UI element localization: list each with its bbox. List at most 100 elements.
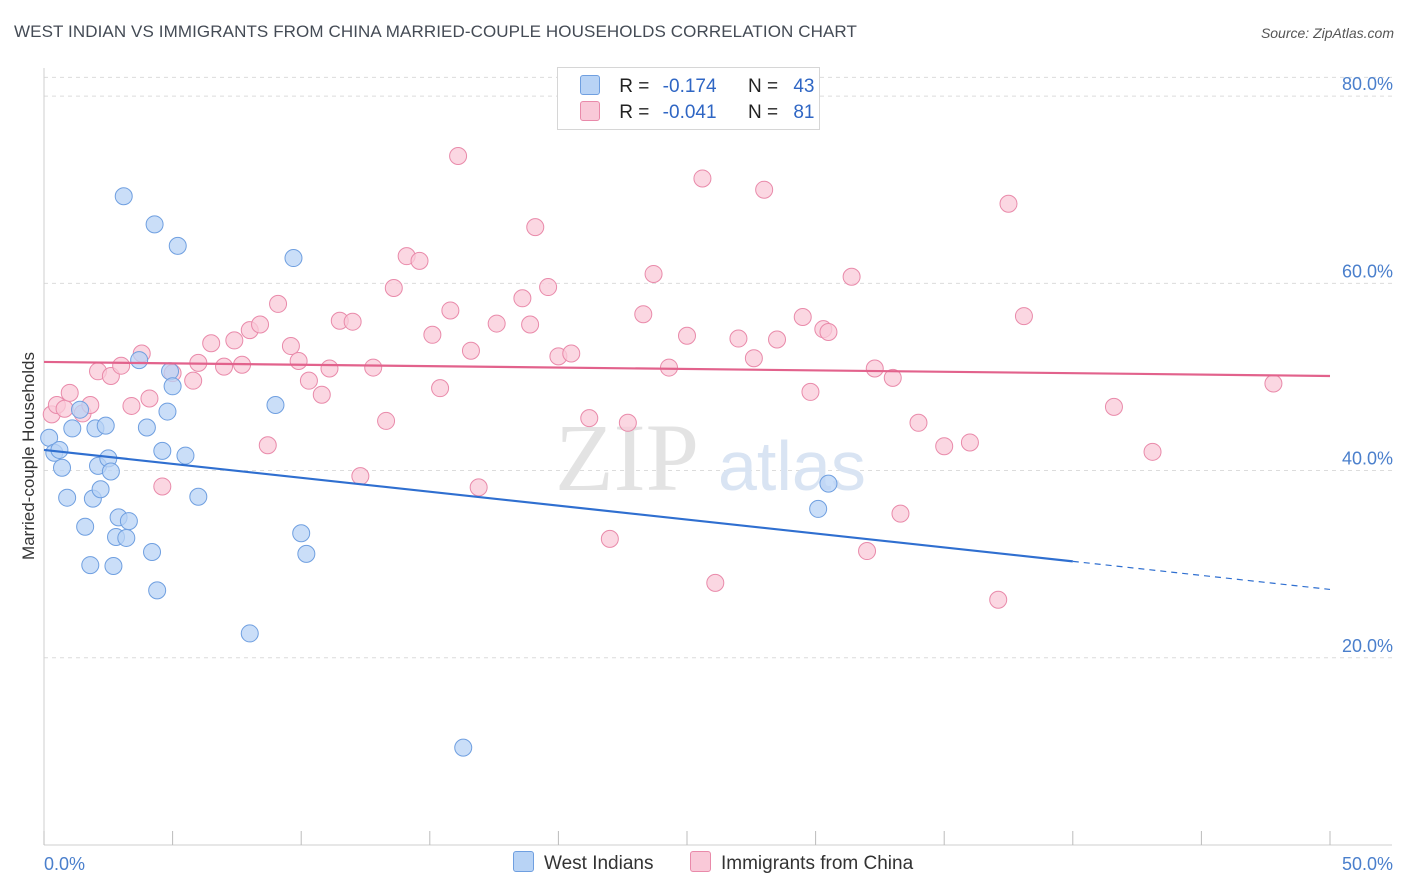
point-immigrants-china — [513, 289, 532, 308]
point-immigrants-china — [678, 326, 696, 345]
source-label: Source: ZipAtlas.com — [1260, 25, 1394, 41]
point-west-indians — [96, 416, 115, 435]
point-immigrants-china — [755, 180, 774, 199]
point-immigrants-china — [364, 358, 383, 377]
n-label: N = — [747, 102, 779, 123]
point-immigrants-china — [410, 251, 429, 270]
point-immigrants-china — [122, 396, 141, 415]
point-immigrants-china — [706, 573, 725, 592]
point-west-indians — [189, 487, 208, 506]
point-immigrants-china — [819, 322, 838, 341]
point-immigrants-china — [935, 437, 954, 456]
point-immigrants-china — [539, 278, 558, 297]
point-immigrants-china — [960, 433, 979, 452]
legend-swatch-west-indians — [580, 75, 600, 95]
point-immigrants-china — [768, 330, 787, 349]
watermark-atlas: atlas — [718, 427, 866, 505]
stats-legend: R = -0.174 N = 43 R = -0.041 N = 81 — [557, 67, 820, 130]
point-west-indians — [153, 441, 172, 460]
point-immigrants-china — [883, 368, 902, 387]
point-west-indians — [53, 458, 72, 477]
point-west-indians — [161, 362, 180, 381]
y-tick-label: 40.0% — [1342, 449, 1393, 469]
point-west-indians — [266, 396, 285, 415]
point-west-indians — [114, 187, 133, 206]
y-tick-label: 80.0% — [1342, 74, 1393, 94]
point-immigrants-china — [693, 169, 712, 188]
point-immigrants-china — [289, 352, 308, 371]
point-immigrants-china — [258, 436, 277, 455]
point-immigrants-china — [351, 467, 370, 486]
legend-swatch-west-indians — [513, 851, 534, 872]
point-west-indians — [454, 738, 473, 757]
point-west-indians — [297, 544, 316, 563]
point-immigrants-china — [600, 529, 619, 548]
legend-item-immigrants-china[interactable]: Immigrants from China — [690, 851, 913, 875]
x-tick-label: 0.0% — [44, 854, 85, 874]
point-immigrants-china — [999, 194, 1018, 213]
axes — [43, 68, 1392, 846]
point-immigrants-china — [55, 399, 74, 418]
y-tick-labels: 20.0% 40.0% 60.0% 80.0% — [1342, 74, 1393, 656]
point-west-indians — [809, 499, 828, 518]
legend-item-west-indians[interactable]: West Indians — [513, 851, 653, 875]
point-immigrants-china — [989, 590, 1008, 609]
r-value: -0.041 — [662, 102, 717, 123]
trend-line-immigrants-china — [43, 360, 1331, 378]
point-immigrants-china — [865, 359, 884, 378]
point-west-indians — [292, 524, 311, 543]
point-immigrants-china — [634, 305, 653, 324]
trend-line-west-indians-extension — [1072, 560, 1331, 591]
point-immigrants-china — [469, 478, 488, 497]
point-immigrants-china — [580, 409, 599, 428]
point-immigrants-china — [644, 264, 663, 283]
point-immigrants-china — [299, 371, 318, 390]
y-tick-label: 60.0% — [1342, 261, 1393, 281]
point-immigrants-china — [909, 413, 928, 432]
point-immigrants-china — [526, 218, 545, 237]
point-west-indians — [148, 581, 167, 600]
point-west-indians — [91, 480, 110, 499]
data-points — [40, 146, 1283, 757]
series-legend: West Indians Immigrants from China — [0, 851, 1406, 877]
point-immigrants-china — [461, 341, 480, 360]
y-axis-title: Married-couple Households — [19, 352, 38, 560]
point-immigrants-china — [431, 379, 450, 398]
point-immigrants-china — [744, 349, 763, 368]
legend-swatch-immigrants-china — [690, 851, 711, 872]
point-west-indians — [119, 512, 138, 531]
point-immigrants-china — [1014, 307, 1033, 326]
legend-swatch-immigrants-china — [580, 101, 600, 121]
point-west-indians — [101, 462, 120, 481]
point-immigrants-china — [202, 334, 221, 353]
point-west-indians — [130, 351, 149, 370]
point-west-indians — [117, 528, 136, 547]
point-west-indians — [58, 488, 77, 507]
point-immigrants-china — [487, 314, 506, 333]
point-west-indians — [104, 557, 123, 576]
point-immigrants-china — [659, 358, 678, 377]
trend-line-west-indians — [43, 448, 1073, 563]
point-immigrants-china — [153, 477, 172, 496]
point-west-indians — [168, 236, 187, 255]
point-immigrants-china — [384, 278, 403, 297]
point-west-indians — [76, 517, 95, 536]
point-west-indians — [158, 402, 177, 421]
point-immigrants-china — [112, 356, 131, 375]
point-immigrants-china — [312, 385, 331, 404]
point-immigrants-china — [423, 325, 442, 344]
stats-row-immigrants-china: R = -0.041 N = 81 — [580, 101, 814, 127]
n-value: 81 — [793, 102, 815, 123]
point-west-indians — [145, 215, 164, 234]
point-immigrants-china — [140, 389, 159, 408]
point-immigrants-china — [891, 504, 910, 523]
r-label: R = — [619, 76, 650, 97]
stats-row-west-indians: R = -0.174 N = 43 — [580, 75, 814, 101]
point-immigrants-china — [320, 359, 339, 378]
chart-title: WEST INDIAN VS IMMIGRANTS FROM CHINA MAR… — [14, 22, 857, 41]
point-immigrants-china — [377, 411, 396, 430]
point-immigrants-china — [60, 383, 79, 402]
point-immigrants-china — [618, 413, 637, 432]
point-immigrants-china — [269, 294, 288, 313]
